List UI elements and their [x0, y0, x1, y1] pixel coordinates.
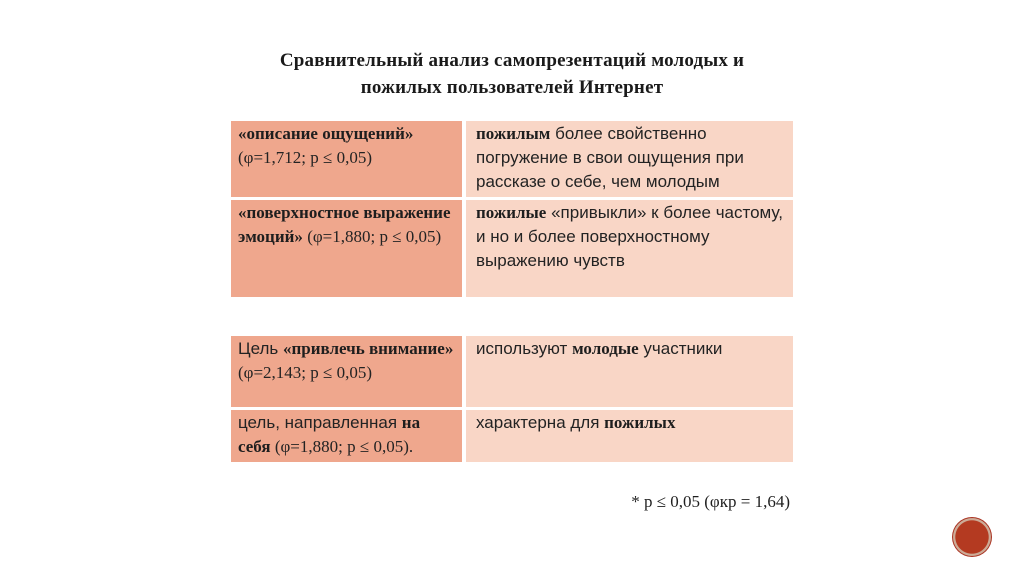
description-cell: характерна для пожилых — [466, 410, 793, 462]
term-cell: «описание ощущений» (φ=1,712; p ≤ 0,05) — [231, 121, 462, 197]
term-cell: Цель «привлечь внимание» (φ=2,143; p ≤ 0… — [231, 336, 462, 407]
significance-footnote: * p ≤ 0,05 (φкр = 1,64) — [631, 492, 790, 511]
term-cell: «поверхностное выражение эмоций» (φ=1,88… — [231, 200, 462, 297]
slide-title: Сравнительный анализ самопрезентаций мол… — [0, 47, 1024, 101]
slide-title-line-2: пожилых пользователей Интернет — [360, 77, 664, 98]
red-seal-icon — [952, 517, 992, 557]
comparison-table-goals: Цель «привлечь внимание» (φ=2,143; p ≤ 0… — [231, 336, 793, 462]
table-row: Цель «привлечь внимание» (φ=2,143; p ≤ 0… — [231, 336, 793, 407]
comparison-table-emotions: «описание ощущений» (φ=1,712; p ≤ 0,05) … — [231, 121, 793, 297]
slide-title-line-1: Сравнительный анализ самопрезентаций мол… — [279, 50, 745, 71]
table-row: цель, направленная на себя (φ=1,880; p ≤… — [231, 410, 793, 462]
table-row: «описание ощущений» (φ=1,712; p ≤ 0,05) … — [231, 121, 793, 197]
description-cell: пожилые «привыкли» к более частому, и но… — [466, 200, 793, 297]
description-cell: используют молодые участники — [466, 336, 793, 407]
term-cell: цель, направленная на себя (φ=1,880; p ≤… — [231, 410, 462, 462]
table-row: «поверхностное выражение эмоций» (φ=1,88… — [231, 200, 793, 297]
description-cell: пожилым более свойственно погружение в с… — [466, 121, 793, 197]
